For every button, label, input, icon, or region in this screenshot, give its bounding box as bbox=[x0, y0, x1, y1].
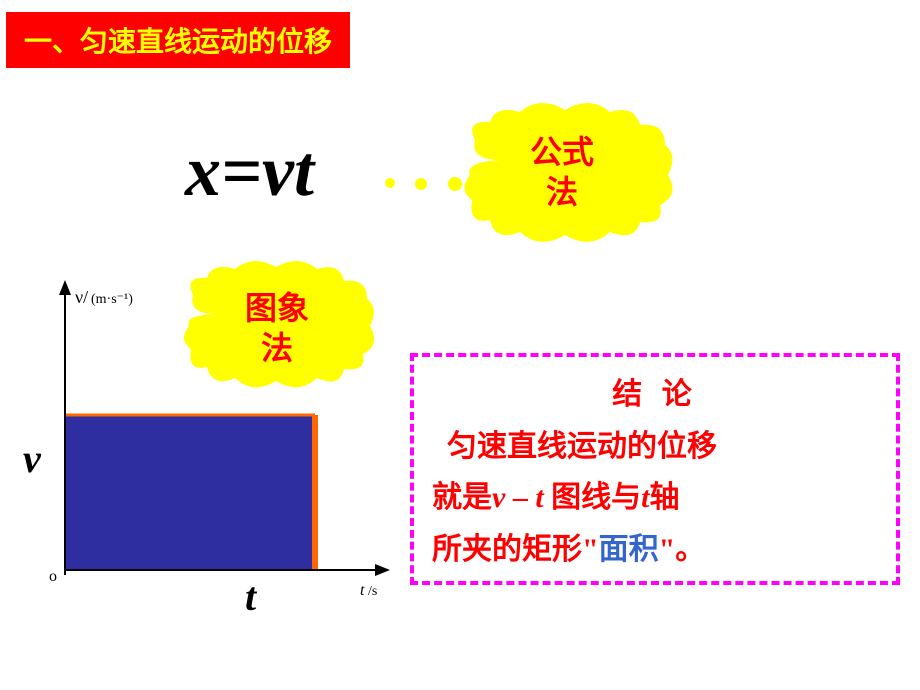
svg-text:t: t bbox=[360, 582, 365, 599]
cloud-graph-label: 图象 法 bbox=[245, 288, 309, 368]
vt-chart: ν/ (m·s⁻¹) t /s o v t bbox=[25, 275, 405, 605]
conclusion-box: 结 论 匀速直线运动的位移 就是v – t 图线与t轴 所夹的矩形"面积"。 bbox=[410, 353, 900, 585]
cloud1-line2: 法 bbox=[546, 174, 578, 210]
c-t2: t bbox=[641, 481, 649, 514]
formula-equation: x=vt bbox=[185, 130, 314, 213]
chart-v-label: v bbox=[23, 435, 41, 482]
cloud2-line2: 法 bbox=[261, 330, 293, 366]
c-t: t bbox=[535, 481, 543, 514]
svg-text:(m·s⁻¹): (m·s⁻¹) bbox=[91, 292, 133, 307]
cloud1-line1: 公式 bbox=[530, 134, 594, 170]
svg-text:ν/: ν/ bbox=[75, 287, 88, 307]
c-line3a: 所夹的矩形" bbox=[432, 533, 599, 566]
c-area: 面积 bbox=[599, 533, 659, 566]
c-v: v bbox=[492, 481, 505, 514]
cloud2-line1: 图象 bbox=[245, 290, 309, 326]
cloud-formula-label: 公式 法 bbox=[530, 132, 594, 212]
c-mid: 图线与 bbox=[544, 481, 642, 514]
c-end: 轴 bbox=[650, 481, 680, 514]
section-title: 一、匀速直线运动的位移 bbox=[6, 12, 350, 68]
chart-t-label: t bbox=[245, 573, 256, 620]
svg-text:o: o bbox=[49, 568, 57, 585]
c-line1: 匀速直线运动的位移 bbox=[447, 430, 717, 463]
svg-text:/s: /s bbox=[368, 584, 377, 599]
conclusion-title: 结 论 bbox=[432, 369, 878, 421]
conclusion-body: 匀速直线运动的位移 就是v – t 图线与t轴 所夹的矩形"面积"。 bbox=[432, 421, 878, 576]
c-line3b: "。 bbox=[659, 533, 706, 566]
c-dash: – bbox=[505, 481, 535, 514]
c-line2a: 就是 bbox=[432, 481, 492, 514]
